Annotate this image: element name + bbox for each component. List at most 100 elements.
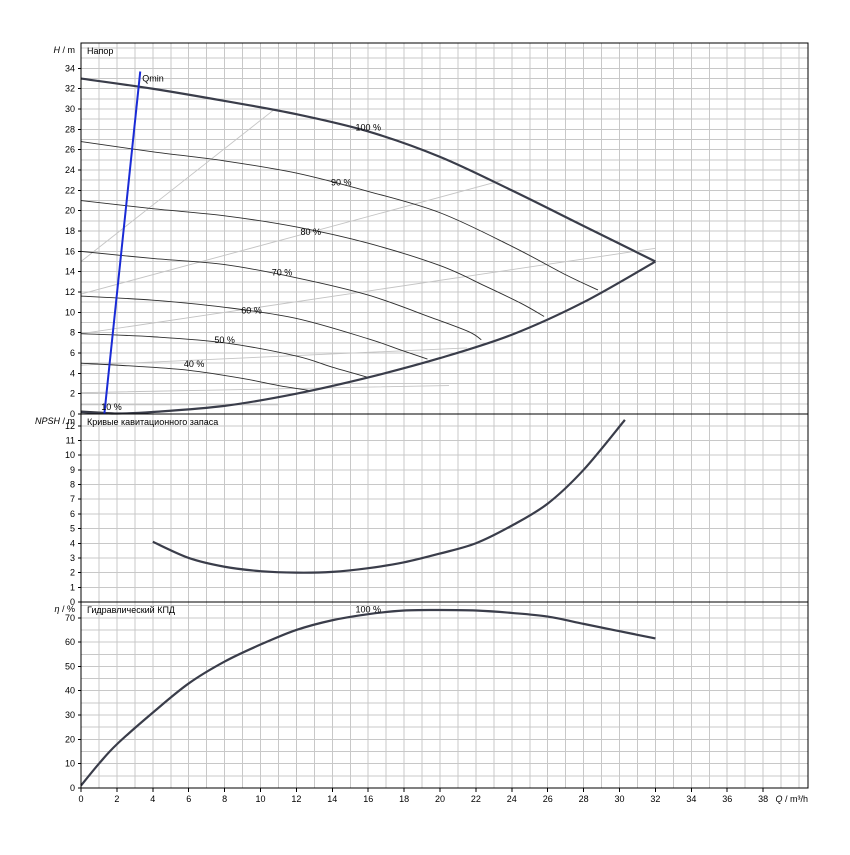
y-tick-label-p1-3: 3 (70, 553, 75, 563)
y-tick-label-p2-40: 40 (65, 686, 75, 696)
x-tick-label-4: 4 (150, 794, 155, 804)
curve-series-0-p1 (152, 419, 626, 574)
y-axis-label-p2: η / % (54, 604, 75, 614)
qmin-label: Qmin (142, 73, 164, 83)
x-tick-label-10: 10 (255, 794, 265, 804)
panel-frame-p2 (80, 601, 809, 789)
y-tick-label-p1-12: 12 (65, 421, 75, 431)
y-tick-label-p0-8: 8 (70, 328, 75, 338)
y-tick-label-p0-30: 30 (65, 104, 75, 114)
y-tick-label-p1-4: 4 (70, 538, 75, 548)
y-tick-label-p0-2: 2 (70, 389, 75, 399)
grid-layer (81, 43, 808, 788)
y-tick-label-p0-24: 24 (65, 165, 75, 175)
curve-90-p0 (80, 141, 599, 291)
curve-40-p0 (80, 362, 311, 392)
y-tick-label-p1-9: 9 (70, 465, 75, 475)
y-tick-label-p0-18: 18 (65, 226, 75, 236)
y-tick-label-p2-70: 70 (65, 613, 75, 623)
y-tick-label-p0-28: 28 (65, 124, 75, 134)
y-tick-label-p1-8: 8 (70, 480, 75, 490)
series-label-40-p0: 40 % (184, 359, 205, 369)
y-tick-label-p2-10: 10 (65, 759, 75, 769)
y-tick-label-p0-0: 0 (70, 409, 75, 419)
x-tick-label-14: 14 (327, 794, 337, 804)
y-tick-label-p2-0: 0 (70, 783, 75, 793)
y-tick-label-p0-6: 6 (70, 348, 75, 358)
panel-frame-p1 (80, 413, 809, 603)
efficiency-line-1 (80, 179, 503, 295)
x-tick-label-30: 30 (615, 794, 625, 804)
series-label-100-p2: 100 % (355, 604, 381, 614)
x-tick-label-36: 36 (722, 794, 732, 804)
series-label-60-p0: 60 % (241, 305, 262, 315)
x-tick-label-28: 28 (579, 794, 589, 804)
x-tick-label-32: 32 (650, 794, 660, 804)
curve-layer (80, 71, 656, 787)
y-tick-label-p1-6: 6 (70, 509, 75, 519)
efficiency-line-3 (80, 347, 467, 366)
y-axis-label-p0: H / m (54, 45, 76, 55)
efficiency-line-4 (80, 385, 449, 394)
y-tick-label-p0-32: 32 (65, 84, 75, 94)
series-label-100-p0: 100 % (355, 122, 381, 132)
y-tick-label-p0-14: 14 (65, 267, 75, 277)
x-tick-label-20: 20 (435, 794, 445, 804)
x-tick-label-22: 22 (471, 794, 481, 804)
x-tick-label-2: 2 (114, 794, 119, 804)
curve-100-p2 (80, 608, 656, 787)
y-tick-label-p0-22: 22 (65, 185, 75, 195)
x-tick-label-6: 6 (186, 794, 191, 804)
y-axis-label-p1: NPSH / m (35, 416, 75, 426)
y-tick-label-p1-7: 7 (70, 494, 75, 504)
y-tick-label-p2-50: 50 (65, 661, 75, 671)
y-tick-label-p1-0: 0 (70, 597, 75, 607)
y-tick-label-p0-4: 4 (70, 368, 75, 378)
x-tick-label-26: 26 (543, 794, 553, 804)
series-label-50-p0: 50 % (214, 335, 235, 345)
x-axis-label: Q / m³/h (775, 794, 808, 804)
series-label-70-p0: 70 % (272, 268, 293, 278)
curve-50-p0 (80, 333, 369, 378)
x-tick-label-16: 16 (363, 794, 373, 804)
x-tick-label-12: 12 (291, 794, 301, 804)
y-tick-label-p0-20: 20 (65, 206, 75, 216)
efficiency-line-2 (80, 247, 656, 335)
qmin-line (103, 71, 142, 415)
min-curve-p0 (80, 260, 656, 415)
y-tick-label-p0-34: 34 (65, 63, 75, 73)
y-tick-label-p1-10: 10 (65, 450, 75, 460)
y-tick-label-p0-12: 12 (65, 287, 75, 297)
x-tick-label-18: 18 (399, 794, 409, 804)
x-tick-label-34: 34 (686, 794, 696, 804)
panel-title-p1: Кривые кавитационного запаса (87, 417, 218, 427)
frame-layer (78, 42, 809, 792)
y-tick-label-p2-30: 30 (65, 710, 75, 720)
curve-70-p0 (80, 250, 482, 341)
y-tick-label-p0-10: 10 (65, 307, 75, 317)
y-tick-label-p1-1: 1 (70, 582, 75, 592)
y-tick-label-p2-20: 20 (65, 734, 75, 744)
y-tick-label-p1-2: 2 (70, 568, 75, 578)
curve-80-p0 (80, 200, 545, 317)
efficiency-line-0 (80, 108, 276, 262)
x-tick-label-24: 24 (507, 794, 517, 804)
panel-title-p0: Напор (87, 46, 113, 56)
x-tick-label-0: 0 (78, 794, 83, 804)
panel-title-p2: Гидравлический КПД (87, 605, 175, 615)
series-label-10-p0: 10 % (101, 402, 122, 412)
y-tick-label-p1-11: 11 (66, 435, 75, 445)
curve-100-p0 (80, 77, 656, 263)
y-tick-label-p1-5: 5 (70, 524, 75, 534)
y-tick-label-p2-60: 60 (65, 637, 75, 647)
series-label-90-p0: 90 % (331, 177, 352, 187)
x-tick-label-38: 38 (758, 794, 768, 804)
curve-60-p0 (80, 295, 428, 360)
y-tick-label-p0-26: 26 (65, 145, 75, 155)
series-label-80-p0: 80 % (301, 227, 322, 237)
x-tick-label-8: 8 (222, 794, 227, 804)
y-tick-label-p0-16: 16 (65, 246, 75, 256)
